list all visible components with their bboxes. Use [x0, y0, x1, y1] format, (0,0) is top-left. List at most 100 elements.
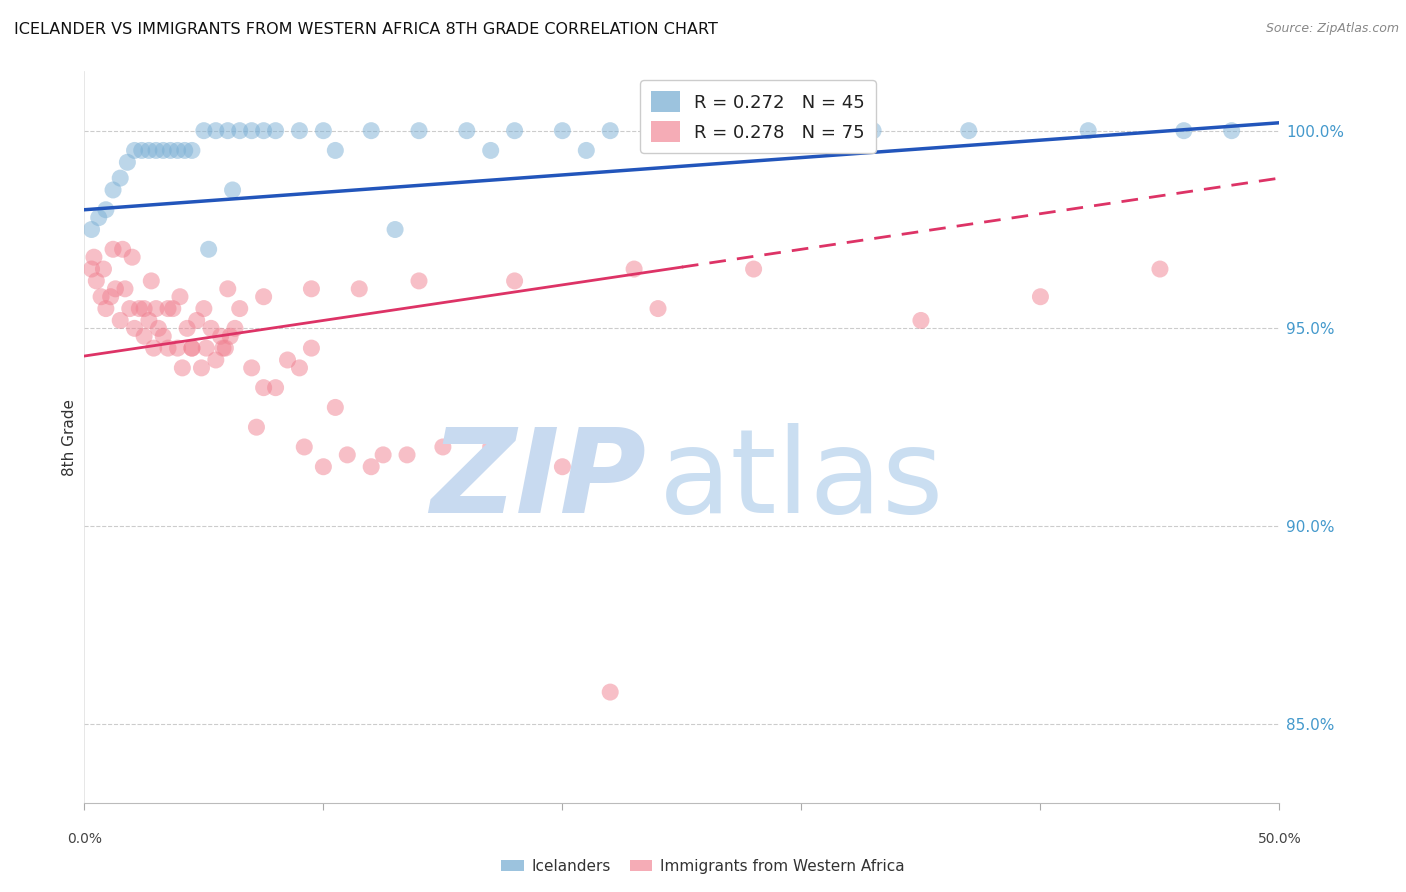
Point — [503, 123, 526, 137]
Point — [138, 313, 160, 327]
Point — [80, 262, 103, 277]
Point — [371, 448, 394, 462]
Point — [148, 321, 170, 335]
Point — [94, 301, 117, 316]
Legend: R = 0.272   N = 45, R = 0.278   N = 75: R = 0.272 N = 45, R = 0.278 N = 75 — [640, 80, 876, 153]
Point — [360, 123, 382, 137]
Point — [157, 341, 180, 355]
Point — [124, 321, 146, 335]
Point — [1149, 262, 1171, 277]
Point — [83, 250, 105, 264]
Point — [408, 123, 430, 137]
Point — [152, 144, 174, 158]
Point — [432, 440, 454, 454]
Point — [288, 123, 311, 137]
Point — [166, 144, 188, 158]
Point — [132, 329, 156, 343]
Point — [503, 274, 526, 288]
Point — [599, 123, 621, 137]
Point — [131, 144, 153, 158]
Point — [790, 123, 813, 137]
Point — [228, 123, 250, 137]
Text: 50.0%: 50.0% — [1257, 832, 1302, 846]
Point — [90, 290, 112, 304]
Point — [87, 211, 110, 225]
Point — [292, 440, 315, 454]
Point — [1173, 123, 1195, 137]
Point — [157, 301, 180, 316]
Point — [957, 123, 980, 137]
Point — [312, 459, 335, 474]
Legend: Icelanders, Immigrants from Western Africa: Icelanders, Immigrants from Western Afri… — [495, 853, 911, 880]
Point — [217, 282, 239, 296]
Point — [138, 144, 160, 158]
Y-axis label: 8th Grade: 8th Grade — [62, 399, 77, 475]
Point — [110, 171, 132, 186]
Point — [224, 321, 246, 335]
Point — [1077, 123, 1099, 137]
Point — [360, 459, 382, 474]
Point — [180, 341, 202, 355]
Point — [214, 341, 236, 355]
Point — [599, 685, 621, 699]
Point — [152, 329, 174, 343]
Point — [1029, 290, 1052, 304]
Text: Source: ZipAtlas.com: Source: ZipAtlas.com — [1265, 22, 1399, 36]
Point — [276, 353, 298, 368]
Point — [623, 262, 645, 277]
Point — [742, 262, 765, 277]
Text: ICELANDER VS IMMIGRANTS FROM WESTERN AFRICA 8TH GRADE CORRELATION CHART: ICELANDER VS IMMIGRANTS FROM WESTERN AFR… — [14, 22, 718, 37]
Point — [200, 321, 222, 335]
Point — [349, 282, 371, 296]
Point — [253, 381, 276, 395]
Point — [264, 381, 287, 395]
Point — [221, 183, 243, 197]
Point — [228, 301, 250, 316]
Point — [253, 123, 276, 137]
Point — [159, 144, 181, 158]
Text: 0.0%: 0.0% — [67, 832, 101, 846]
Point — [742, 123, 765, 137]
Point — [145, 144, 167, 158]
Point — [479, 440, 502, 454]
Point — [240, 123, 263, 137]
Point — [1220, 123, 1243, 137]
Point — [240, 360, 263, 375]
Point — [253, 290, 276, 304]
Point — [114, 282, 136, 296]
Point — [93, 262, 115, 277]
Point — [647, 301, 669, 316]
Point — [117, 155, 139, 169]
Point — [180, 144, 202, 158]
Point — [301, 282, 323, 296]
Point — [551, 123, 574, 137]
Point — [100, 290, 122, 304]
Point — [245, 420, 267, 434]
Point — [479, 144, 502, 158]
Point — [695, 123, 717, 137]
Point — [288, 360, 311, 375]
Point — [862, 123, 884, 137]
Point — [173, 144, 195, 158]
Text: ZIP: ZIP — [430, 424, 647, 539]
Point — [142, 341, 165, 355]
Point — [408, 274, 430, 288]
Point — [118, 301, 141, 316]
Point — [219, 329, 242, 343]
Point — [169, 290, 191, 304]
Point — [104, 282, 127, 296]
Point — [396, 448, 419, 462]
Point — [193, 123, 215, 137]
Point — [121, 250, 143, 264]
Point — [141, 274, 163, 288]
Point — [205, 353, 228, 368]
Point — [94, 202, 117, 217]
Point — [323, 401, 347, 415]
Point — [551, 459, 574, 474]
Point — [186, 313, 208, 327]
Point — [193, 301, 215, 316]
Point — [301, 341, 323, 355]
Point — [212, 341, 235, 355]
Point — [124, 144, 146, 158]
Point — [176, 321, 198, 335]
